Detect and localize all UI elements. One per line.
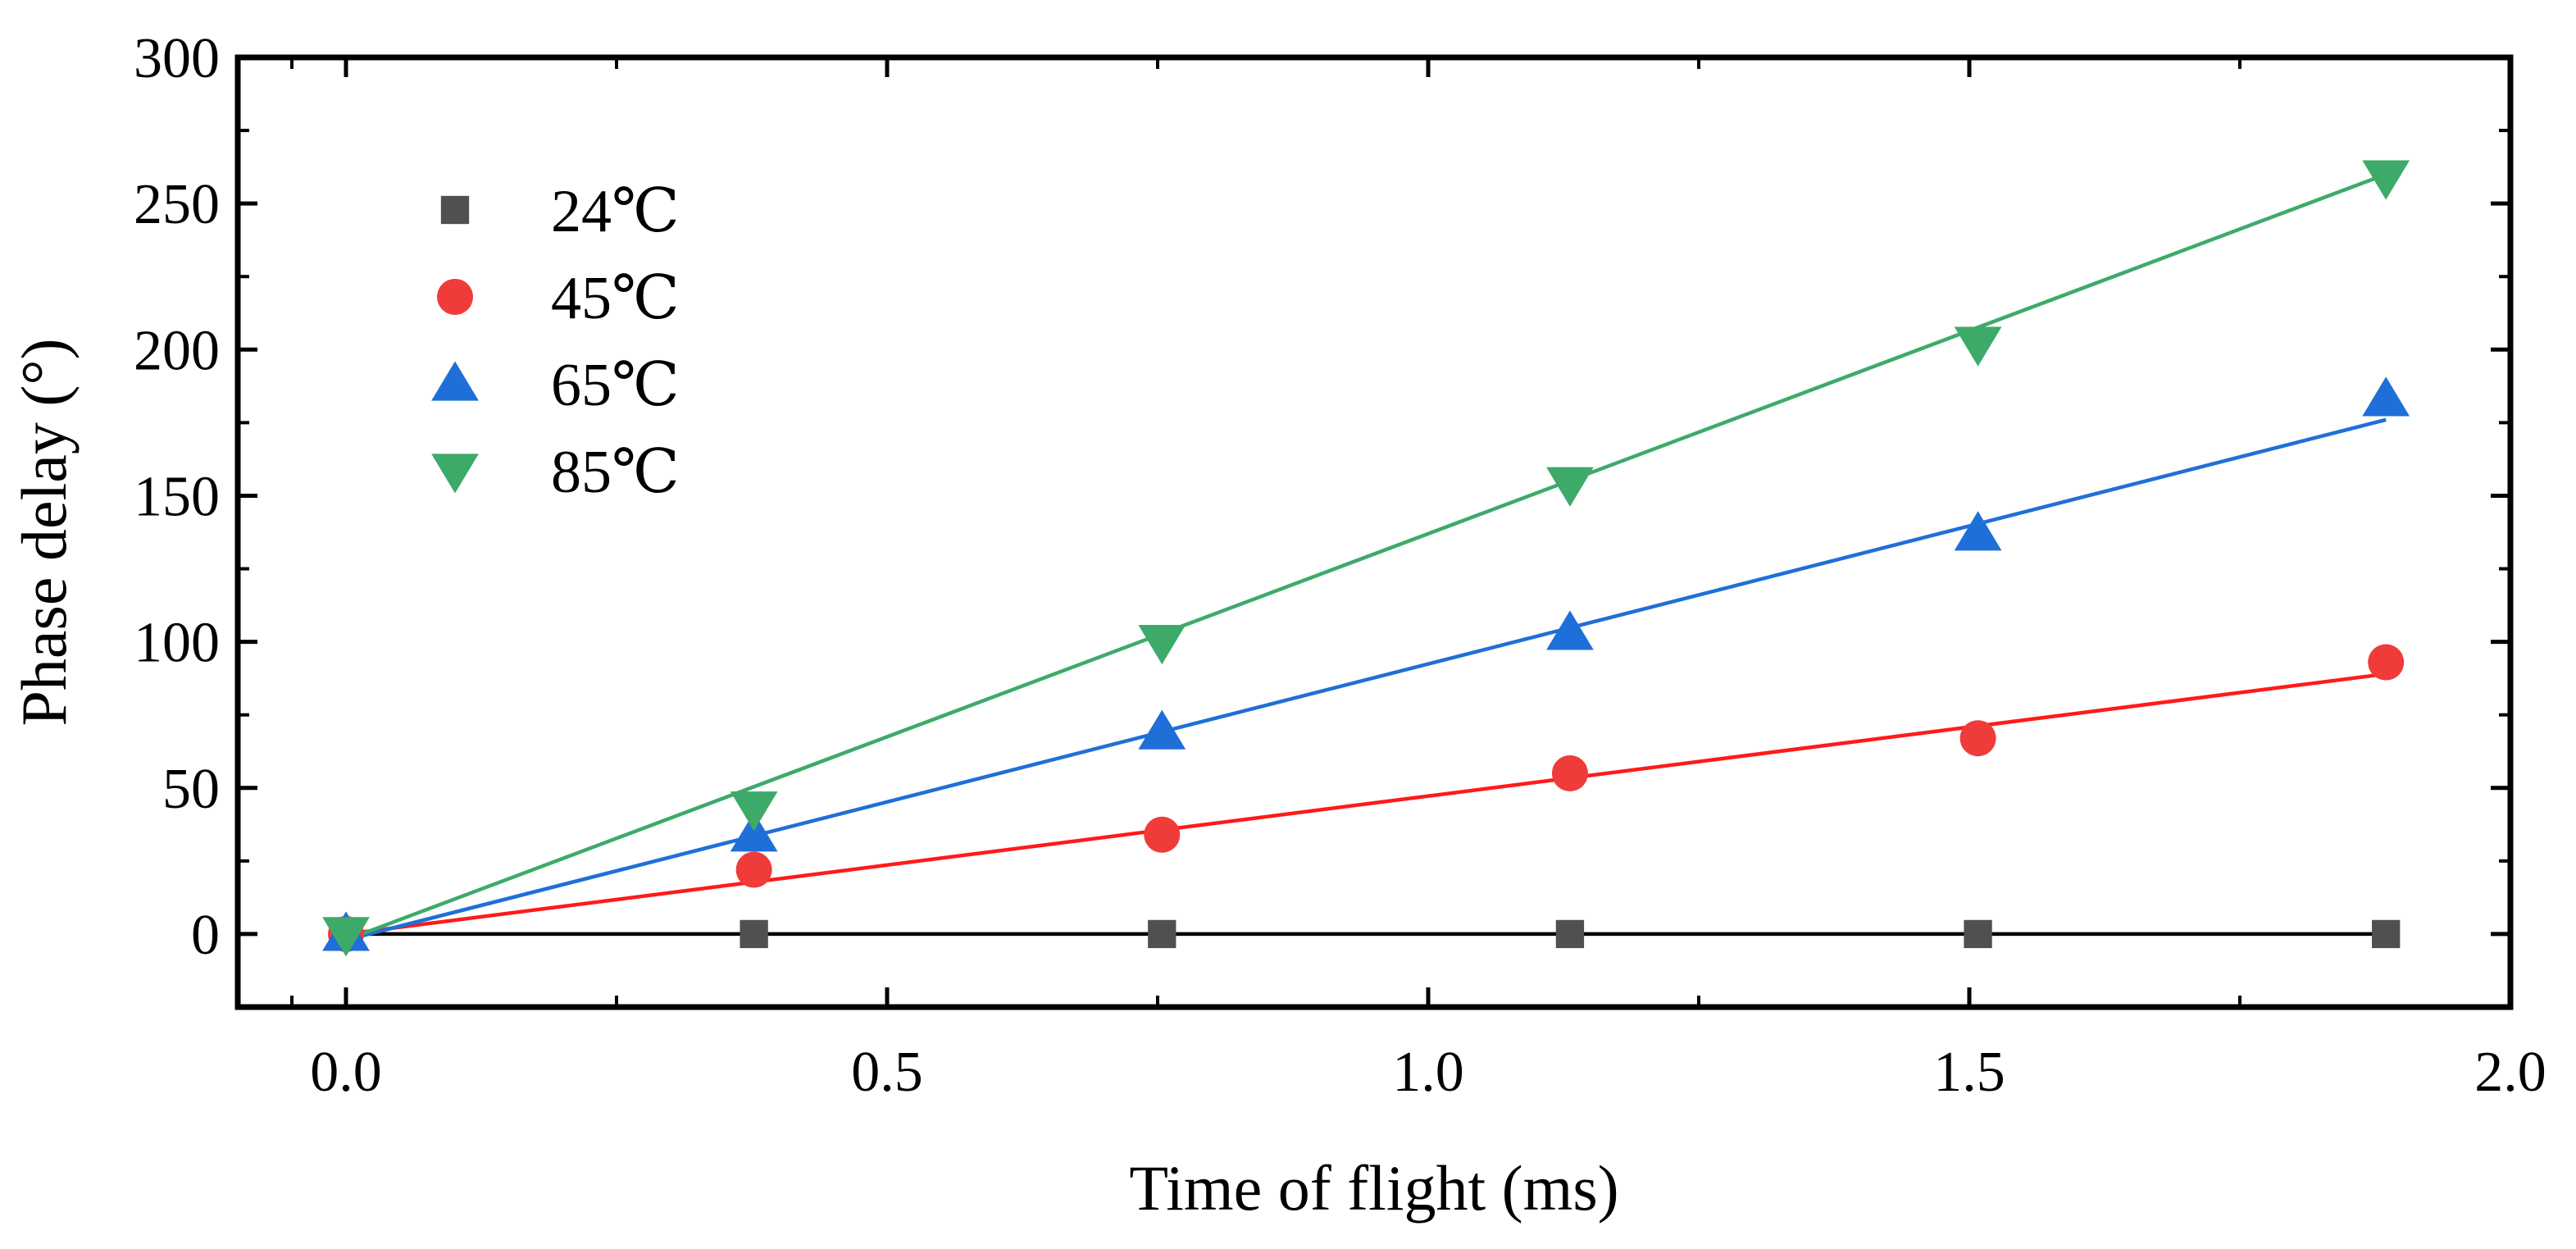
fit-lines bbox=[345, 172, 2387, 942]
legend-label: 65℃ bbox=[551, 352, 680, 419]
x-axis-title: Time of flight (ms) bbox=[1129, 1152, 1618, 1224]
data-point-series-0 bbox=[2372, 919, 2401, 949]
legend-label: 45℃ bbox=[551, 265, 680, 332]
data-point-series-0 bbox=[1555, 919, 1585, 949]
legend-label: 24℃ bbox=[551, 178, 680, 245]
x-tick-label: 1.0 bbox=[1392, 1041, 1464, 1104]
y-tick-label: 250 bbox=[134, 173, 220, 236]
data-point-series-2 bbox=[1138, 709, 1186, 750]
y-tick-label: 0 bbox=[191, 904, 220, 967]
data-point-series-2 bbox=[1546, 610, 1594, 650]
data-point-series-1 bbox=[1144, 816, 1181, 853]
y-axis-title: Phase delay (°) bbox=[8, 338, 80, 726]
tick-labels: 0.0 0.5 1.0 1.5 2.0 0 50 100 150 200 250 300 bbox=[134, 27, 2546, 1104]
data-point-series-2 bbox=[1954, 511, 2002, 551]
y-tick-label: 200 bbox=[134, 319, 220, 382]
data-point-series-0 bbox=[1964, 919, 1992, 949]
data-point-series-3 bbox=[2362, 160, 2410, 200]
data-point-series-1 bbox=[1959, 720, 1996, 757]
data-point-series-3 bbox=[730, 791, 778, 832]
legend: 24℃ 45℃ 65℃ 85℃ bbox=[431, 178, 680, 506]
data-point-series-1 bbox=[1551, 754, 1588, 791]
x-tick-label: 0.0 bbox=[310, 1041, 382, 1104]
data-point-series-2 bbox=[2362, 376, 2410, 417]
y-tick-label: 50 bbox=[162, 758, 220, 821]
fit-line-3 bbox=[345, 172, 2387, 942]
x-tick-label: 2.0 bbox=[2474, 1041, 2546, 1104]
fit-line-1 bbox=[345, 672, 2387, 937]
data-point-series-3 bbox=[1546, 467, 1594, 507]
y-tick-label: 150 bbox=[134, 465, 220, 528]
x-tick-label: 0.5 bbox=[851, 1041, 923, 1104]
data-point-series-1 bbox=[2368, 644, 2405, 681]
data-point-series-0 bbox=[740, 919, 768, 949]
data-markers bbox=[322, 160, 2410, 957]
y-tick-label: 100 bbox=[134, 612, 220, 675]
legend-marker bbox=[431, 361, 479, 401]
data-point-series-1 bbox=[735, 851, 772, 888]
data-point-series-3 bbox=[1954, 326, 2002, 367]
legend-label: 85℃ bbox=[551, 439, 680, 506]
data-point-series-2 bbox=[730, 812, 778, 852]
fit-line-2 bbox=[345, 417, 2387, 942]
data-point-series-3 bbox=[1138, 624, 1186, 665]
legend-marker bbox=[431, 454, 479, 494]
legend-marker bbox=[440, 195, 470, 225]
data-point-series-3 bbox=[322, 917, 370, 957]
data-point-series-0 bbox=[1148, 919, 1176, 949]
x-tick-label: 1.5 bbox=[1933, 1041, 2005, 1104]
plot-frame bbox=[234, 54, 2514, 1010]
y-tick-label: 300 bbox=[134, 27, 220, 90]
legend-marker bbox=[437, 279, 473, 315]
